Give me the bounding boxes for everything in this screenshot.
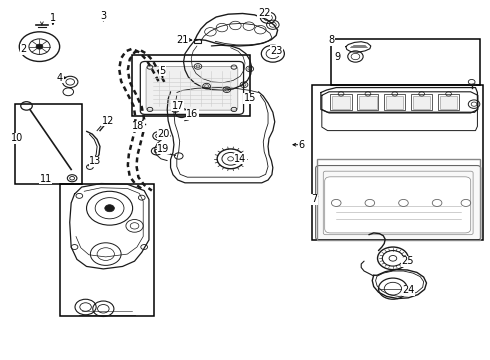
Text: 2: 2 (20, 45, 26, 54)
FancyBboxPatch shape (140, 62, 244, 114)
Text: 11: 11 (40, 174, 52, 184)
Bar (60, 184, 154, 316)
Bar (332, 96, 350, 109)
Text: 24: 24 (402, 285, 415, 295)
Bar (357, 94, 378, 110)
Bar (317, 159, 480, 240)
Text: 8: 8 (328, 35, 335, 45)
Circle shape (105, 205, 114, 212)
Text: 25: 25 (401, 256, 414, 266)
Bar (312, 85, 483, 240)
FancyBboxPatch shape (316, 166, 481, 240)
Text: 12: 12 (102, 116, 114, 126)
Text: 9: 9 (334, 52, 340, 62)
Text: 17: 17 (172, 101, 184, 111)
Bar (194, 39, 201, 43)
Bar (359, 96, 377, 109)
Text: 19: 19 (157, 144, 170, 154)
Text: 18: 18 (132, 121, 145, 131)
Text: 23: 23 (270, 46, 282, 56)
Bar (330, 94, 352, 110)
Bar (440, 96, 457, 109)
Text: 13: 13 (89, 156, 101, 166)
Text: 4: 4 (57, 73, 63, 83)
Text: 21: 21 (176, 35, 189, 45)
Text: 3: 3 (100, 11, 106, 21)
Text: 1: 1 (50, 13, 56, 23)
FancyBboxPatch shape (325, 177, 471, 233)
Text: 14: 14 (234, 154, 246, 164)
Text: 16: 16 (186, 109, 198, 120)
FancyBboxPatch shape (146, 66, 238, 110)
Text: 5: 5 (159, 66, 166, 76)
Circle shape (36, 44, 43, 49)
Bar (331, 39, 480, 85)
Text: 7: 7 (312, 194, 318, 204)
Bar (15, 104, 82, 184)
Text: 22: 22 (258, 8, 270, 18)
Bar (413, 96, 430, 109)
Bar (411, 94, 432, 110)
Text: 20: 20 (157, 129, 170, 139)
Text: 10: 10 (11, 133, 24, 143)
Text: 15: 15 (244, 93, 256, 103)
Bar (386, 96, 403, 109)
Text: 6: 6 (298, 140, 305, 150)
Bar (132, 55, 250, 117)
Bar (384, 94, 405, 110)
Bar (438, 94, 459, 110)
